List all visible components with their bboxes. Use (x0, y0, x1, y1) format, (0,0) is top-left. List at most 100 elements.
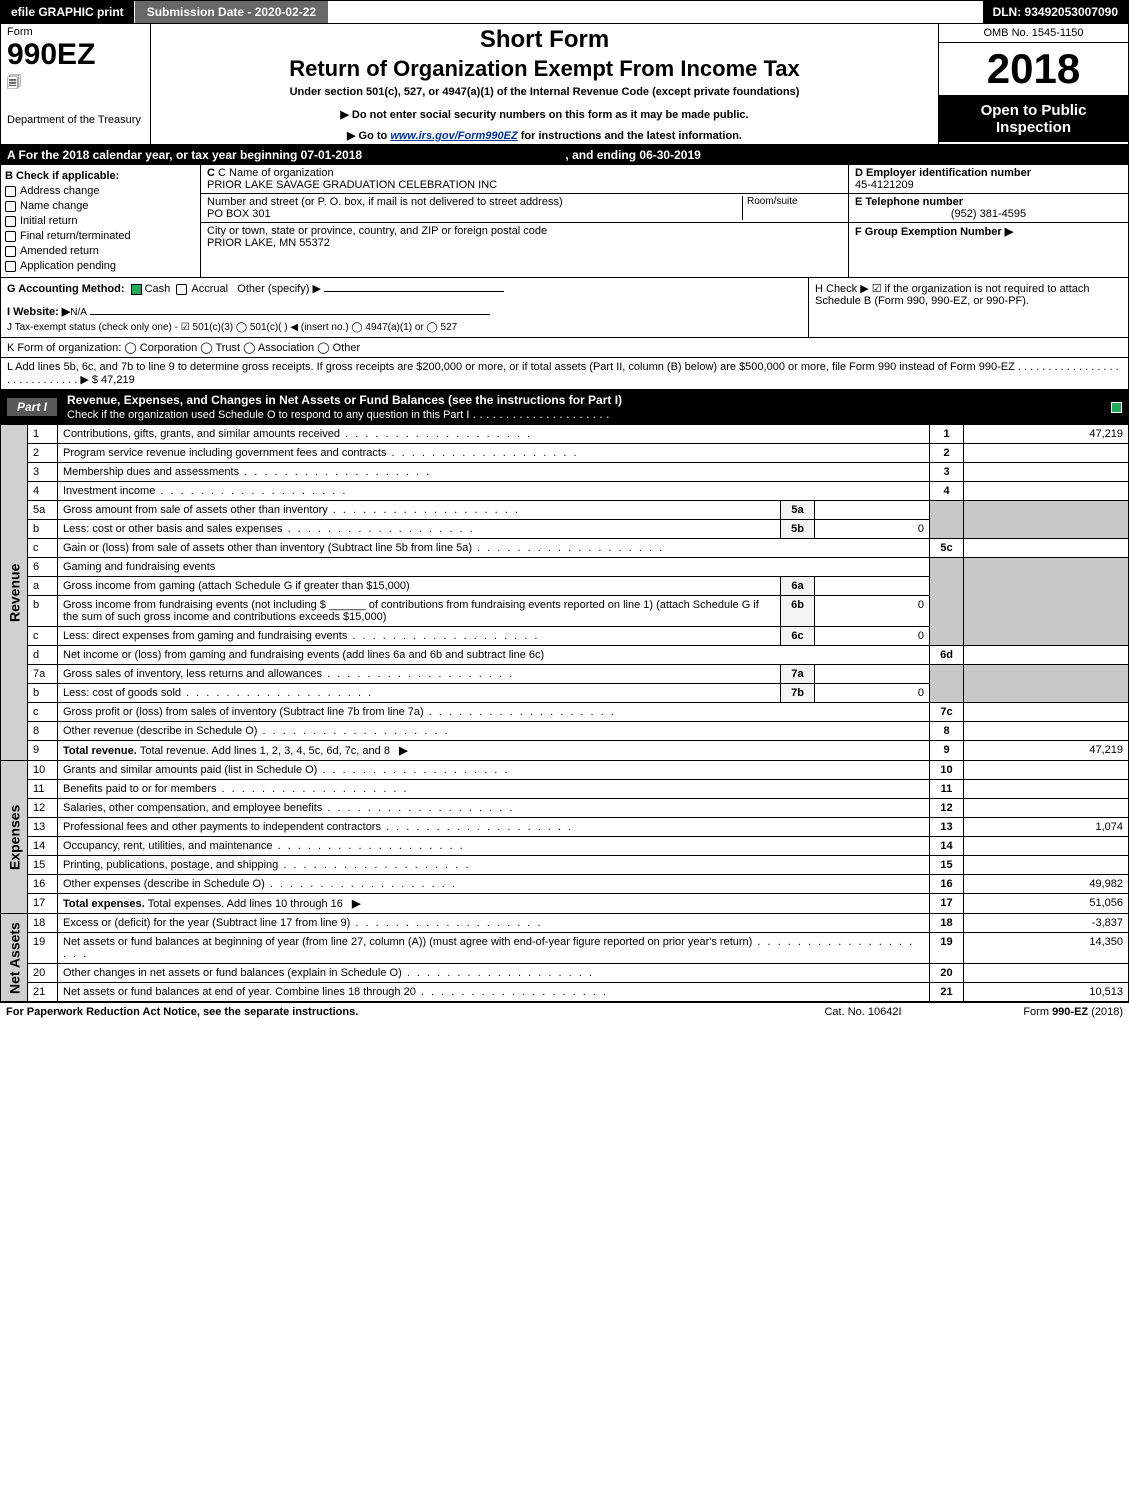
line3-desc: Membership dues and assessments (63, 466, 431, 478)
line7b-mn: 7b (781, 684, 815, 703)
line20-desc: Other changes in net assets or fund bala… (63, 967, 594, 979)
e-label: E Telephone number (855, 196, 963, 208)
f-label: F Group Exemption Number ▶ (855, 226, 1013, 238)
line6c-mv: 0 (815, 627, 930, 646)
line12-num: 12 (28, 799, 58, 818)
line7a-num: 7a (28, 665, 58, 684)
line8-num: 8 (28, 722, 58, 741)
d-label: D Employer identification number (855, 167, 1031, 179)
line21-val: 10,513 (964, 983, 1129, 1002)
box-b: B Check if applicable: Address change Na… (1, 165, 201, 277)
line5c-coln: 5c (930, 539, 964, 558)
city-value: PRIOR LAKE, MN 55372 (207, 237, 330, 249)
entity-block: B Check if applicable: Address change Na… (0, 165, 1129, 278)
line7b-num: b (28, 684, 58, 703)
line17-coln: 17 (930, 894, 964, 914)
line1-val: 47,219 (964, 425, 1129, 444)
line17-desc: Total expenses. Add lines 10 through 16 (148, 898, 343, 910)
street-label: Number and street (or P. O. box, if mail… (207, 196, 563, 208)
line6c-num: c (28, 627, 58, 646)
submission-date: Submission Date - 2020-02-22 (135, 1, 328, 23)
line4-desc: Investment income (63, 485, 347, 497)
tax-year: 2018 (939, 43, 1128, 96)
line12-coln: 12 (930, 799, 964, 818)
line7c-coln: 7c (930, 703, 964, 722)
line16-desc: Other expenses (describe in Schedule O) (63, 878, 457, 890)
line19-num: 19 (28, 933, 58, 964)
line2-num: 2 (28, 444, 58, 463)
page-footer: For Paperwork Reduction Act Notice, see … (0, 1002, 1129, 1021)
cat-no: Cat. No. 10642I (783, 1006, 943, 1018)
line13-desc: Professional fees and other payments to … (63, 821, 573, 833)
line3-coln: 3 (930, 463, 964, 482)
open-to-public: Open to Public Inspection (939, 96, 1128, 142)
line5a-mv (815, 501, 930, 520)
line6c-desc: Less: direct expenses from gaming and fu… (63, 630, 539, 642)
line4-coln: 4 (930, 482, 964, 501)
line17-val: 51,056 (964, 894, 1129, 914)
line5a-num: 5a (28, 501, 58, 520)
goto-post: for instructions and the latest informat… (521, 130, 742, 142)
part1-table: Revenue 1 Contributions, gifts, grants, … (0, 424, 1129, 1002)
accrual-check[interactable] (176, 284, 187, 295)
line6b-mn: 6b (781, 596, 815, 627)
line10-coln: 10 (930, 761, 964, 780)
efile-print-button[interactable]: efile GRAPHIC print (1, 1, 135, 23)
line7c-val (964, 703, 1129, 722)
line21-num: 21 (28, 983, 58, 1002)
dln-label: DLN: 93492053007090 (983, 1, 1128, 23)
line6-desc: Gaming and fundraising events (58, 558, 930, 577)
line5a-desc: Gross amount from sale of assets other t… (63, 504, 520, 516)
line5b-mn: 5b (781, 520, 815, 539)
line20-coln: 20 (930, 964, 964, 983)
irs-link[interactable]: www.irs.gov/Form990EZ (390, 130, 517, 142)
chk-initial[interactable]: Initial return (5, 215, 196, 227)
line6d-desc: Net income or (loss) from gaming and fun… (58, 646, 930, 665)
line12-desc: Salaries, other compensation, and employ… (63, 802, 514, 814)
line5b-num: b (28, 520, 58, 539)
under-section: Under section 501(c), 527, or 4947(a)(1)… (159, 86, 930, 98)
header-right-box: OMB No. 1545-1150 2018 Open to Public In… (938, 24, 1128, 144)
chk-address[interactable]: Address change (5, 185, 196, 197)
chk-final[interactable]: Final return/terminated (5, 230, 196, 242)
line-k: K Form of organization: ◯ Corporation ◯ … (0, 338, 1129, 358)
line6d-coln: 6d (930, 646, 964, 665)
period-end: , and ending 06-30-2019 (565, 148, 700, 162)
line14-coln: 14 (930, 837, 964, 856)
line5a-mn: 5a (781, 501, 815, 520)
form-number: 990EZ (7, 38, 144, 72)
city-label: City or town, state or province, country… (207, 225, 547, 237)
line8-desc: Other revenue (describe in Schedule O) (63, 725, 450, 737)
chk-pending[interactable]: Application pending (5, 260, 196, 272)
chk-amended[interactable]: Amended return (5, 245, 196, 257)
line16-coln: 16 (930, 875, 964, 894)
expenses-side-label: Expenses (1, 761, 28, 914)
line21-coln: 21 (930, 983, 964, 1002)
org-name: PRIOR LAKE SAVAGE GRADUATION CELEBRATION… (207, 179, 497, 191)
line1-num: 1 (28, 425, 58, 444)
schedule-o-check-icon (1111, 402, 1122, 413)
chk-name[interactable]: Name change (5, 200, 196, 212)
line6c-mn: 6c (781, 627, 815, 646)
line15-coln: 15 (930, 856, 964, 875)
line6-num: 6 (28, 558, 58, 577)
line2-val (964, 444, 1129, 463)
line17-num: 17 (28, 894, 58, 914)
room-suite: Room/suite (742, 196, 842, 220)
line14-val (964, 837, 1129, 856)
part1-tag: Part I (7, 398, 57, 416)
line18-coln: 18 (930, 914, 964, 933)
line5c-desc: Gain or (loss) from sale of assets other… (63, 542, 664, 554)
line5c-num: c (28, 539, 58, 558)
line7a-mv (815, 665, 930, 684)
line-i: I Website: ▶N/A (7, 305, 802, 318)
part1-title: Revenue, Expenses, and Changes in Net As… (67, 393, 622, 407)
form-title-block: Short Form Return of Organization Exempt… (151, 24, 938, 144)
period-begin: A For the 2018 calendar year, or tax yea… (7, 148, 362, 162)
form-word: Form (7, 26, 144, 38)
line2-coln: 2 (930, 444, 964, 463)
do-not-enter: ▶ Do not enter social security numbers o… (159, 108, 930, 121)
box-c: C C Name of organization PRIOR LAKE SAVA… (201, 165, 848, 277)
line6b-num: b (28, 596, 58, 627)
line11-desc: Benefits paid to or for members (63, 783, 409, 795)
